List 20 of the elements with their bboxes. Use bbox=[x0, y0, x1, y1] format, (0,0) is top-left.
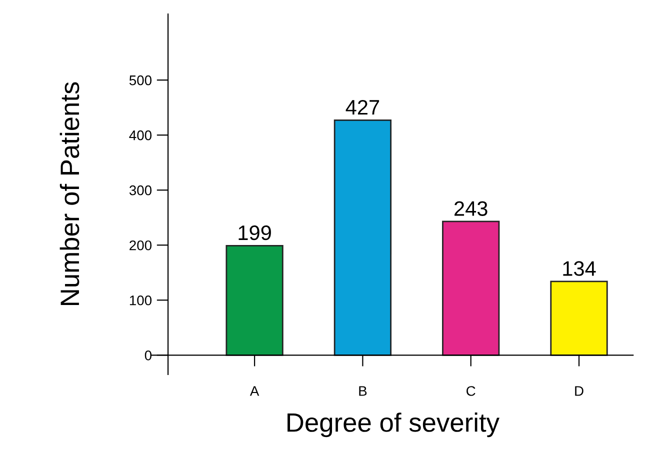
data-label: 243 bbox=[454, 201, 488, 216]
y-tick-label: 400 bbox=[129, 130, 152, 140]
y-tick-label: 500 bbox=[129, 75, 152, 86]
y-tick-label: 300 bbox=[129, 185, 152, 196]
y-tick-label: 0 bbox=[144, 350, 152, 360]
bar bbox=[442, 220, 500, 356]
x-tick-label: D bbox=[575, 386, 584, 396]
x-tick-label: B bbox=[359, 386, 367, 396]
data-label: 134 bbox=[563, 261, 596, 276]
y-axis-title: Number of Patients bbox=[60, 82, 80, 305]
y-tick-label: 200 bbox=[130, 240, 152, 250]
x-axis-title: Degree of severity bbox=[288, 412, 500, 438]
bar bbox=[334, 120, 392, 356]
y-tick-label: 100 bbox=[130, 295, 152, 306]
data-label: 427 bbox=[346, 100, 380, 115]
x-tick-label: A bbox=[250, 386, 260, 396]
x-tick-label: C bbox=[466, 386, 476, 396]
data-label: 199 bbox=[238, 225, 271, 240]
bar bbox=[226, 244, 284, 356]
bar bbox=[550, 280, 608, 356]
